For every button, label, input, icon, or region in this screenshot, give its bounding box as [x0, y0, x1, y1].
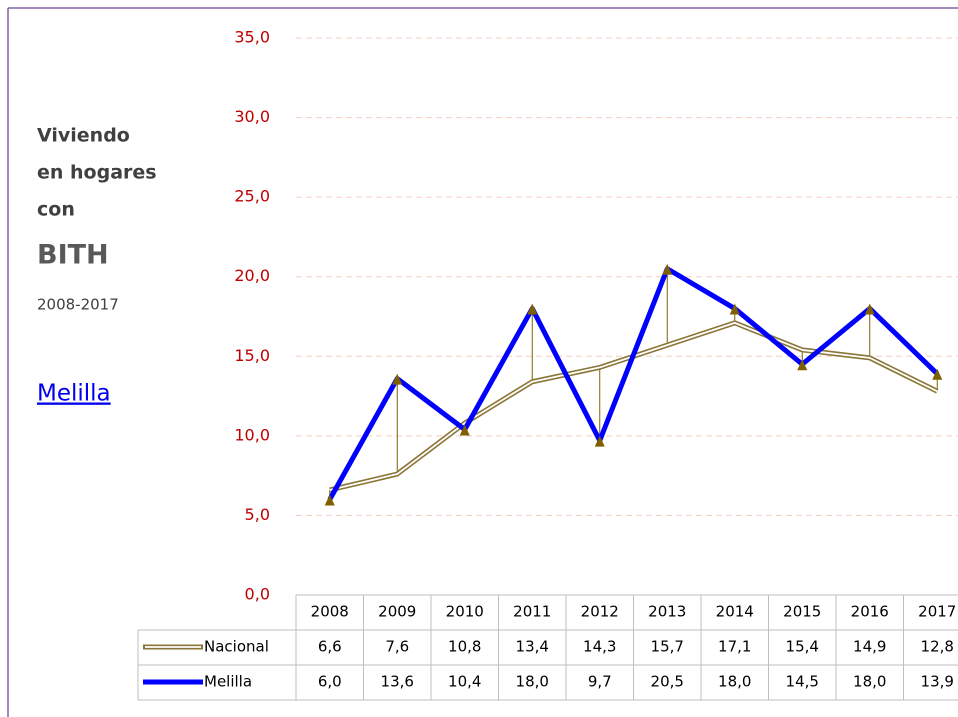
table-cell: 18,0 [853, 673, 886, 691]
table-cell: 7,6 [385, 638, 409, 656]
x-tick-label: 2015 [783, 603, 821, 621]
title-line: en hogares [37, 162, 157, 184]
y-tick-label: 25,0 [234, 187, 270, 206]
x-tick-label: 2008 [311, 603, 349, 621]
table-cell: 6,6 [318, 638, 342, 656]
arrow-marker [324, 494, 335, 506]
arrow-marker [932, 368, 943, 380]
legend-label: Melilla [204, 673, 252, 691]
legend-label: Nacional [204, 638, 269, 656]
chart-title: BITH [37, 240, 109, 271]
y-tick-label: 15,0 [234, 346, 270, 365]
table-cell: 13,6 [381, 673, 414, 691]
table-cell: 12,8 [921, 638, 954, 656]
x-tick-label: 2011 [513, 603, 551, 621]
table-cell: 18,0 [516, 673, 549, 691]
arrow-marker [864, 303, 875, 315]
x-tick-label: 2017 [918, 603, 956, 621]
table-cell: 14,9 [853, 638, 886, 656]
arrow-marker [392, 373, 403, 385]
x-tick-label: 2016 [851, 603, 889, 621]
table-cell: 17,1 [718, 638, 751, 656]
y-tick-label: 35,0 [234, 28, 270, 47]
y-tick-label: 5,0 [245, 505, 270, 524]
x-tick-label: 2009 [378, 603, 416, 621]
x-tick-label: 2012 [581, 603, 619, 621]
table-cell: 20,5 [651, 673, 684, 691]
arrow-marker [594, 435, 605, 447]
arrow-marker [459, 424, 470, 436]
y-tick-label: 20,0 [234, 266, 270, 285]
table-cell: 18,0 [718, 673, 751, 691]
table-cell: 10,8 [448, 638, 481, 656]
arrow-marker [662, 263, 673, 275]
table-cell: 15,7 [651, 638, 684, 656]
table-cell: 14,5 [786, 673, 819, 691]
title-line: Viviendo [37, 125, 130, 147]
arrow-marker [797, 359, 808, 371]
table-cell: 14,3 [583, 638, 616, 656]
table-cell: 15,4 [786, 638, 819, 656]
x-tick-label: 2013 [648, 603, 686, 621]
table-cell: 13,9 [921, 673, 954, 691]
table-cell: 10,4 [448, 673, 481, 691]
arrow-marker [729, 303, 740, 315]
series-line [327, 266, 939, 501]
y-tick-label: 30,0 [234, 107, 270, 126]
table-cell: 13,4 [516, 638, 549, 656]
y-tick-label: 10,0 [234, 425, 270, 444]
title-line: con [37, 199, 75, 221]
table-cell: 6,0 [318, 673, 342, 691]
region-link[interactable]: Melilla [37, 381, 111, 407]
table-cell: 9,7 [588, 673, 612, 691]
x-tick-label: 2010 [446, 603, 484, 621]
subtitle: 2008-2017 [37, 296, 119, 314]
y-tick-label: 0,0 [245, 585, 270, 604]
arrow-marker [527, 303, 538, 315]
x-tick-label: 2014 [716, 603, 754, 621]
